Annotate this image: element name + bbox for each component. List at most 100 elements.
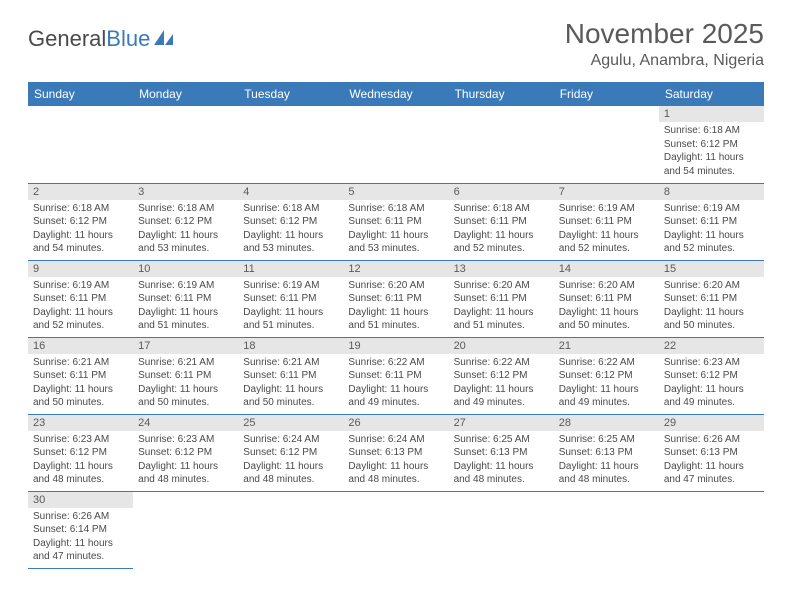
calendar-cell: 4Sunrise: 6:18 AMSunset: 6:12 PMDaylight… (238, 183, 343, 260)
day-number: 29 (659, 415, 764, 431)
calendar-cell (238, 106, 343, 183)
day-number: 13 (449, 261, 554, 277)
calendar-cell: 24Sunrise: 6:23 AMSunset: 6:12 PMDayligh… (133, 414, 238, 491)
calendar-cell: 23Sunrise: 6:23 AMSunset: 6:12 PMDayligh… (28, 414, 133, 491)
day-number: 10 (133, 261, 238, 277)
weekday-header: Sunday (28, 82, 133, 106)
calendar-cell: 14Sunrise: 6:20 AMSunset: 6:11 PMDayligh… (554, 260, 659, 337)
day-data: Sunrise: 6:22 AMSunset: 6:12 PMDaylight:… (449, 354, 554, 414)
day-number: 16 (28, 338, 133, 354)
calendar-cell: 30Sunrise: 6:26 AMSunset: 6:14 PMDayligh… (28, 491, 133, 568)
calendar-cell: 1Sunrise: 6:18 AMSunset: 6:12 PMDaylight… (659, 106, 764, 183)
day-data: Sunrise: 6:19 AMSunset: 6:11 PMDaylight:… (28, 277, 133, 337)
calendar-cell: 18Sunrise: 6:21 AMSunset: 6:11 PMDayligh… (238, 337, 343, 414)
day-data: Sunrise: 6:23 AMSunset: 6:12 PMDaylight:… (659, 354, 764, 414)
day-data: Sunrise: 6:18 AMSunset: 6:12 PMDaylight:… (238, 200, 343, 260)
weekday-header: Monday (133, 82, 238, 106)
weekday-header-row: Sunday Monday Tuesday Wednesday Thursday… (28, 82, 764, 106)
day-number: 18 (238, 338, 343, 354)
day-number: 7 (554, 184, 659, 200)
brand-word-1: General (28, 26, 106, 52)
calendar-cell: 2Sunrise: 6:18 AMSunset: 6:12 PMDaylight… (28, 183, 133, 260)
day-data: Sunrise: 6:19 AMSunset: 6:11 PMDaylight:… (659, 200, 764, 260)
calendar-row: 1Sunrise: 6:18 AMSunset: 6:12 PMDaylight… (28, 106, 764, 183)
month-title: November 2025 (565, 18, 764, 50)
calendar-cell (554, 106, 659, 183)
day-number: 19 (343, 338, 448, 354)
calendar-row: 2Sunrise: 6:18 AMSunset: 6:12 PMDaylight… (28, 183, 764, 260)
day-number: 27 (449, 415, 554, 431)
calendar-cell (238, 491, 343, 568)
day-data: Sunrise: 6:25 AMSunset: 6:13 PMDaylight:… (554, 431, 659, 491)
day-data: Sunrise: 6:22 AMSunset: 6:12 PMDaylight:… (554, 354, 659, 414)
calendar-cell: 21Sunrise: 6:22 AMSunset: 6:12 PMDayligh… (554, 337, 659, 414)
day-number: 12 (343, 261, 448, 277)
day-number: 5 (343, 184, 448, 200)
calendar-cell: 6Sunrise: 6:18 AMSunset: 6:11 PMDaylight… (449, 183, 554, 260)
day-data: Sunrise: 6:19 AMSunset: 6:11 PMDaylight:… (133, 277, 238, 337)
page-header: GeneralBlue November 2025 Agulu, Anambra… (28, 18, 764, 70)
day-number: 14 (554, 261, 659, 277)
calendar-cell: 16Sunrise: 6:21 AMSunset: 6:11 PMDayligh… (28, 337, 133, 414)
day-data: Sunrise: 6:18 AMSunset: 6:12 PMDaylight:… (133, 200, 238, 260)
day-data: Sunrise: 6:21 AMSunset: 6:11 PMDaylight:… (28, 354, 133, 414)
calendar-row: 9Sunrise: 6:19 AMSunset: 6:11 PMDaylight… (28, 260, 764, 337)
day-number: 23 (28, 415, 133, 431)
calendar-cell: 26Sunrise: 6:24 AMSunset: 6:13 PMDayligh… (343, 414, 448, 491)
calendar-cell (133, 491, 238, 568)
calendar-cell: 11Sunrise: 6:19 AMSunset: 6:11 PMDayligh… (238, 260, 343, 337)
weekday-header: Wednesday (343, 82, 448, 106)
calendar-cell (133, 106, 238, 183)
day-data: Sunrise: 6:24 AMSunset: 6:13 PMDaylight:… (343, 431, 448, 491)
day-number: 30 (28, 492, 133, 508)
weekday-header: Thursday (449, 82, 554, 106)
day-data: Sunrise: 6:21 AMSunset: 6:11 PMDaylight:… (133, 354, 238, 414)
day-data: Sunrise: 6:18 AMSunset: 6:12 PMDaylight:… (28, 200, 133, 260)
weekday-header: Tuesday (238, 82, 343, 106)
calendar-cell: 17Sunrise: 6:21 AMSunset: 6:11 PMDayligh… (133, 337, 238, 414)
day-data: Sunrise: 6:24 AMSunset: 6:12 PMDaylight:… (238, 431, 343, 491)
calendar-cell: 12Sunrise: 6:20 AMSunset: 6:11 PMDayligh… (343, 260, 448, 337)
day-data: Sunrise: 6:18 AMSunset: 6:12 PMDaylight:… (659, 122, 764, 182)
calendar-cell: 29Sunrise: 6:26 AMSunset: 6:13 PMDayligh… (659, 414, 764, 491)
calendar-cell (554, 491, 659, 568)
calendar-cell: 19Sunrise: 6:22 AMSunset: 6:11 PMDayligh… (343, 337, 448, 414)
day-data: Sunrise: 6:23 AMSunset: 6:12 PMDaylight:… (28, 431, 133, 491)
day-data: Sunrise: 6:18 AMSunset: 6:11 PMDaylight:… (343, 200, 448, 260)
day-number: 1 (659, 106, 764, 122)
day-data: Sunrise: 6:20 AMSunset: 6:11 PMDaylight:… (659, 277, 764, 337)
day-data: Sunrise: 6:19 AMSunset: 6:11 PMDaylight:… (554, 200, 659, 260)
day-data: Sunrise: 6:23 AMSunset: 6:12 PMDaylight:… (133, 431, 238, 491)
calendar-cell (28, 106, 133, 183)
day-number: 3 (133, 184, 238, 200)
day-data: Sunrise: 6:18 AMSunset: 6:11 PMDaylight:… (449, 200, 554, 260)
day-number: 15 (659, 261, 764, 277)
sail-icon (153, 29, 175, 47)
day-number: 21 (554, 338, 659, 354)
day-number: 24 (133, 415, 238, 431)
day-number: 8 (659, 184, 764, 200)
calendar-cell: 28Sunrise: 6:25 AMSunset: 6:13 PMDayligh… (554, 414, 659, 491)
calendar-cell (449, 491, 554, 568)
day-data: Sunrise: 6:20 AMSunset: 6:11 PMDaylight:… (554, 277, 659, 337)
calendar-cell: 15Sunrise: 6:20 AMSunset: 6:11 PMDayligh… (659, 260, 764, 337)
calendar-row: 30Sunrise: 6:26 AMSunset: 6:14 PMDayligh… (28, 491, 764, 568)
calendar-cell: 9Sunrise: 6:19 AMSunset: 6:11 PMDaylight… (28, 260, 133, 337)
calendar-cell: 10Sunrise: 6:19 AMSunset: 6:11 PMDayligh… (133, 260, 238, 337)
day-number: 17 (133, 338, 238, 354)
day-data: Sunrise: 6:26 AMSunset: 6:13 PMDaylight:… (659, 431, 764, 491)
day-number: 9 (28, 261, 133, 277)
day-number: 6 (449, 184, 554, 200)
calendar-body: 1Sunrise: 6:18 AMSunset: 6:12 PMDaylight… (28, 106, 764, 568)
day-data: Sunrise: 6:20 AMSunset: 6:11 PMDaylight:… (449, 277, 554, 337)
calendar-cell: 5Sunrise: 6:18 AMSunset: 6:11 PMDaylight… (343, 183, 448, 260)
calendar-cell: 8Sunrise: 6:19 AMSunset: 6:11 PMDaylight… (659, 183, 764, 260)
day-number: 25 (238, 415, 343, 431)
calendar-cell: 25Sunrise: 6:24 AMSunset: 6:12 PMDayligh… (238, 414, 343, 491)
calendar-cell (449, 106, 554, 183)
day-data: Sunrise: 6:20 AMSunset: 6:11 PMDaylight:… (343, 277, 448, 337)
day-data: Sunrise: 6:22 AMSunset: 6:11 PMDaylight:… (343, 354, 448, 414)
calendar-cell: 20Sunrise: 6:22 AMSunset: 6:12 PMDayligh… (449, 337, 554, 414)
calendar-cell (659, 491, 764, 568)
brand-word-2: Blue (106, 26, 150, 52)
